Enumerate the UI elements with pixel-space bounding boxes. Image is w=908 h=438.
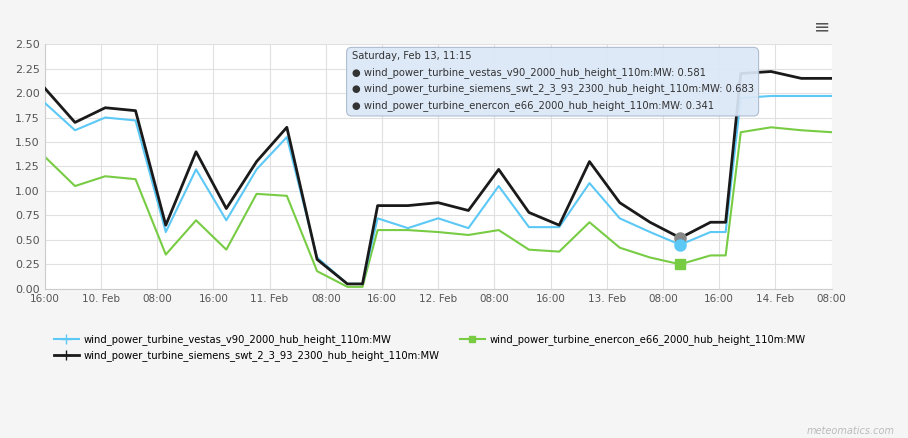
Text: meteomatics.com: meteomatics.com [806,426,894,436]
Text: ≡: ≡ [814,18,830,37]
Text: Saturday, Feb 13, 11:15
● wind_power_turbine_vestas_v90_2000_hub_height_110m:MW:: Saturday, Feb 13, 11:15 ● wind_power_tur… [351,51,754,111]
Legend: wind_power_turbine_vestas_v90_2000_hub_height_110m:MW, wind_power_turbine_siemen: wind_power_turbine_vestas_v90_2000_hub_h… [50,331,810,365]
